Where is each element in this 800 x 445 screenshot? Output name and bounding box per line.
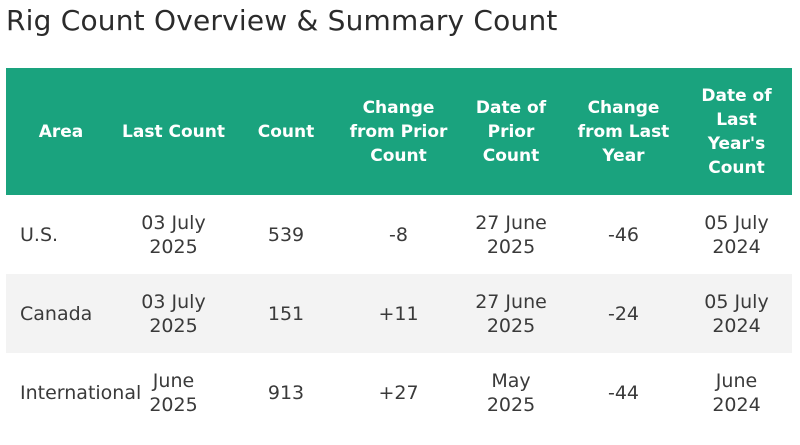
date-prior-cell: May 2025	[456, 353, 566, 432]
area-cell: Canada	[6, 274, 116, 353]
table-row: U.S. 03 July 2025 539 -8 27 June 2025 -4…	[6, 195, 792, 274]
table-row: International June 2025 913 +27 May 2025…	[6, 353, 792, 432]
table-header-row: Area Last Count Count Change from Prior …	[6, 68, 792, 195]
date-last-year-cell: 05 July 2024	[681, 274, 792, 353]
date-last-year-cell: 05 July 2024	[681, 195, 792, 274]
last-count-cell: June 2025	[116, 353, 231, 432]
last-count-cell: 03 July 2025	[116, 274, 231, 353]
change-last-year-cell: -24	[566, 274, 681, 353]
change-last-year-cell: -46	[566, 195, 681, 274]
last-count-value: 03 July 2025	[141, 211, 206, 258]
count-cell: 151	[231, 274, 341, 353]
date-last-year-value: 05 July 2024	[704, 290, 769, 337]
column-header-change-from-prior-count: Change from Prior Count	[341, 68, 456, 195]
date-prior-value: 27 June 2025	[475, 290, 547, 337]
date-prior-cell: 27 June 2025	[456, 195, 566, 274]
area-cell: U.S.	[6, 195, 116, 274]
date-last-year-value: June 2024	[712, 369, 761, 416]
change-prior-cell: -8	[341, 195, 456, 274]
date-last-year-value: 05 July 2024	[704, 211, 769, 258]
last-count-value: 03 July 2025	[141, 290, 206, 337]
count-cell: 539	[231, 195, 341, 274]
change-prior-cell: +11	[341, 274, 456, 353]
date-prior-value: May 2025	[486, 369, 536, 416]
last-count-cell: 03 July 2025	[116, 195, 231, 274]
table-row: Canada 03 July 2025 151 +11 27 June 2025…	[6, 274, 792, 353]
page-title: Rig Count Overview & Summary Count	[6, 4, 558, 37]
column-header-date-of-prior-count: Date of Prior Count	[456, 68, 566, 195]
column-header-change-from-last-year: Change from Last Year	[566, 68, 681, 195]
date-last-year-cell: June 2024	[681, 353, 792, 432]
area-cell: International	[6, 353, 141, 432]
change-prior-cell: +27	[341, 353, 456, 432]
count-cell: 913	[231, 353, 341, 432]
column-header-last-count: Last Count	[116, 68, 231, 195]
date-prior-cell: 27 June 2025	[456, 274, 566, 353]
column-header-area: Area	[6, 68, 116, 195]
column-header-count: Count	[231, 68, 341, 195]
last-count-value: June 2025	[149, 369, 198, 416]
column-header-date-of-last-years-count: Date of Last Year's Count	[681, 68, 792, 195]
date-prior-value: 27 June 2025	[475, 211, 547, 258]
rig-count-table: Area Last Count Count Change from Prior …	[6, 68, 792, 432]
change-last-year-cell: -44	[566, 353, 681, 432]
